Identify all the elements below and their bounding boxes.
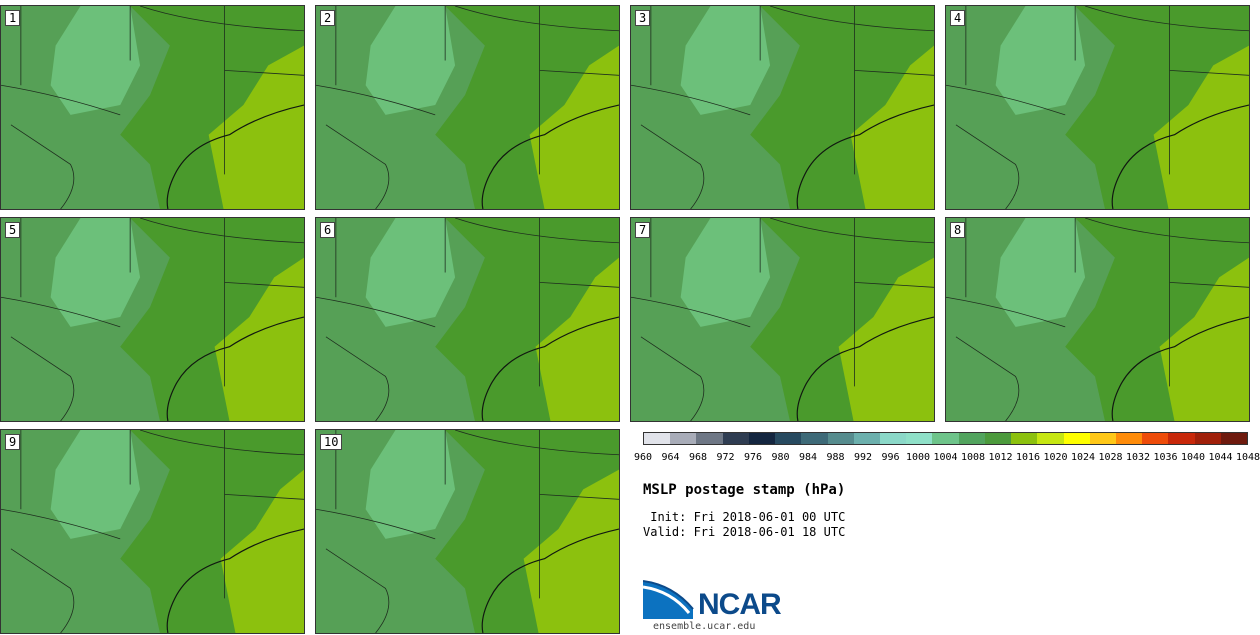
map-field	[631, 218, 934, 421]
colorbar-swatch	[1194, 433, 1221, 444]
map-panel: 8	[945, 217, 1250, 422]
colorbar-swatch	[984, 433, 1012, 444]
colorbar-tick-label: 1032	[1125, 452, 1151, 463]
colorbar-tick-label: 1048	[1235, 452, 1260, 463]
map-panel: 2	[315, 5, 620, 210]
panel-number: 7	[635, 222, 651, 238]
panel-number: 5	[5, 222, 21, 238]
colorbar-swatch	[801, 433, 828, 444]
website-link[interactable]: ensemble.ucar.edu	[653, 621, 756, 632]
colorbar-tick-label: 964	[661, 452, 680, 463]
colorbar-tick-label: 1000	[905, 452, 931, 463]
colorbar-tick-label: 1040	[1180, 452, 1206, 463]
colorbar-swatch	[853, 433, 880, 444]
colorbar-swatch	[722, 433, 749, 444]
ncar-logo-icon	[643, 580, 694, 619]
map-field	[946, 6, 1249, 209]
colorbar-ticks: 960 964 968 972 976 980 984 988 992 996 1000 1004 10…	[633, 452, 1260, 464]
colorbar-tick-label: 1016	[1015, 452, 1041, 463]
colorbar-tick-label: 984	[798, 452, 818, 463]
panel-number: 10	[320, 434, 343, 450]
panel-number: 4	[950, 10, 966, 26]
map-field	[316, 218, 619, 421]
map-panel: 6	[315, 217, 620, 422]
colorbar-tick-label: 972	[716, 452, 735, 463]
colorbar-swatch	[748, 433, 776, 444]
colorbar-tick-label: 1004	[933, 452, 958, 463]
colorbar-tick-label: 968	[688, 452, 708, 463]
colorbar-tick-label: 976	[743, 452, 763, 463]
colorbar-swatch	[1063, 433, 1090, 444]
colorbar-swatch	[1037, 433, 1064, 444]
colorbar-swatch	[644, 433, 671, 444]
panel-number: 6	[320, 222, 336, 238]
colorbar-swatch	[1089, 433, 1116, 444]
panel-number: 9	[5, 434, 21, 450]
colorbar-tick-label: 1008	[960, 452, 986, 463]
colorbar-tick-label: 1024	[1070, 452, 1096, 463]
colorbar-swatch	[879, 433, 907, 444]
panel-number: 8	[950, 222, 966, 238]
map-field	[316, 430, 619, 633]
colorbar	[643, 432, 1248, 445]
colorbar-swatch	[1011, 433, 1038, 444]
valid-time: Valid: Fri 2018-06-01 18 UTC	[643, 525, 846, 539]
colorbar-swatch	[827, 433, 854, 444]
map-panel: 7	[630, 217, 935, 422]
colorbar-swatch	[1220, 433, 1248, 444]
map-field	[1, 430, 304, 633]
map-field	[946, 218, 1249, 421]
colorbar-swatch	[958, 433, 985, 444]
panel-number: 1	[5, 10, 21, 26]
colorbar-swatch	[696, 433, 723, 444]
figure-title: MSLP postage stamp (hPa)	[643, 482, 846, 498]
colorbar-swatch	[932, 433, 959, 444]
colorbar-swatch	[775, 433, 802, 444]
map-panel: 3	[630, 5, 935, 210]
colorbar-tick-label: 992	[853, 452, 873, 463]
colorbar-swatch	[906, 433, 933, 444]
map-panel: 5	[0, 217, 305, 422]
map-panel: 10	[315, 429, 620, 634]
colorbar-tick-label: 980	[771, 452, 790, 463]
map-field	[631, 6, 934, 209]
colorbar-tick-label: 960	[633, 452, 653, 463]
map-panel: 4	[945, 5, 1250, 210]
map-panel: 9	[0, 429, 305, 634]
ncar-logo-text: NCAR	[698, 588, 782, 621]
colorbar-tick-label: 996	[881, 452, 900, 463]
colorbar-tick-label: 1020	[1043, 452, 1068, 463]
map-field	[1, 6, 304, 209]
colorbar-swatch	[670, 433, 697, 444]
colorbar-tick-label: 1036	[1153, 452, 1178, 463]
map-panel: 1	[0, 5, 305, 210]
panel-number: 3	[635, 10, 651, 26]
init-time: Init: Fri 2018-06-01 00 UTC	[643, 510, 846, 524]
colorbar-tick-label: 1044	[1208, 452, 1233, 463]
map-field	[316, 6, 619, 209]
colorbar-tick-label: 988	[826, 452, 845, 463]
map-field	[1, 218, 304, 421]
colorbar-tick-label: 1012	[988, 452, 1013, 463]
colorbar-swatch	[1115, 433, 1143, 444]
colorbar-tick-label: 1028	[1098, 452, 1123, 463]
colorbar-swatch	[1142, 433, 1169, 444]
panel-number: 2	[320, 10, 336, 26]
colorbar-swatch	[1168, 433, 1195, 444]
